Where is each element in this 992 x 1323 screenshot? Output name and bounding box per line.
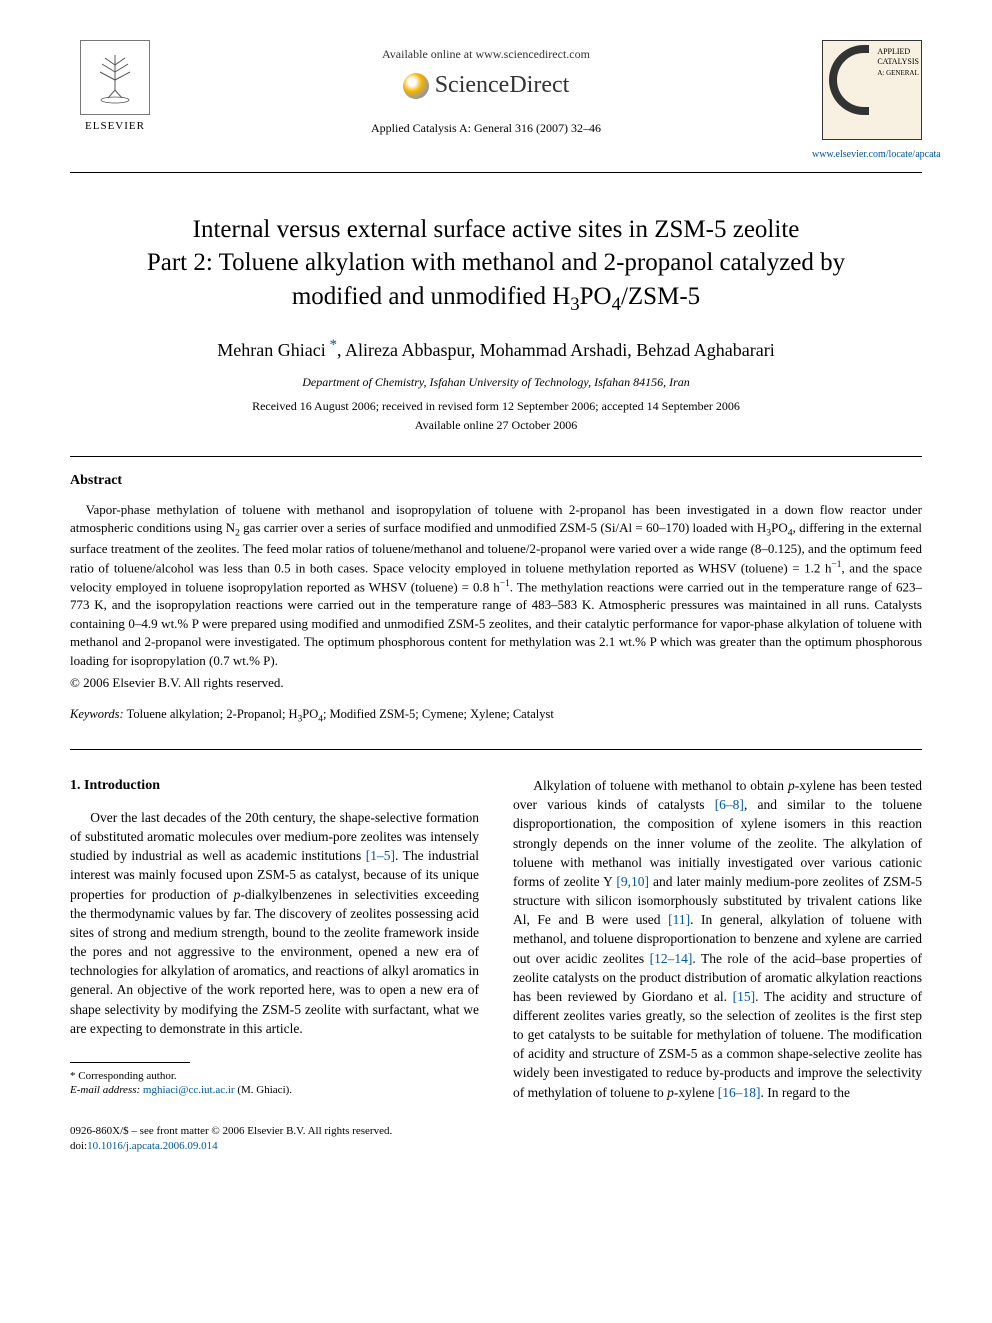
email-link[interactable]: mghiaci@cc.iut.ac.ir (143, 1084, 235, 1096)
footnote-divider (70, 1062, 190, 1063)
doi-label: doi: (70, 1140, 87, 1152)
keywords: Keywords: Toluene alkylation; 2-Propanol… (70, 706, 922, 727)
body-columns: 1. Introduction Over the last decades of… (70, 776, 922, 1102)
ref-link[interactable]: [11] (668, 912, 690, 927)
ref-link[interactable]: [9,10] (616, 874, 649, 889)
abstract-body: Vapor-phase methylation of toluene with … (70, 501, 922, 671)
journal-cover-title: APPLIED CATALYSIS (877, 47, 919, 66)
corr-author-label: * Corresponding author. (70, 1069, 479, 1083)
ref-link[interactable]: [15] (733, 989, 756, 1004)
intro-para-2: Alkylation of toluene with methanol to o… (513, 776, 922, 1102)
sciencedirect-text: ScienceDirect (435, 69, 570, 103)
title-line-1: Internal versus external surface active … (193, 216, 800, 243)
column-right: Alkylation of toluene with methanol to o… (513, 776, 922, 1102)
ref-link[interactable]: [1–5] (366, 848, 395, 863)
author-4: Behzad Aghabarari (636, 340, 774, 360)
article-title: Internal versus external surface active … (70, 213, 922, 318)
journal-cover-icon: APPLIED CATALYSIS A: GENERAL (822, 40, 922, 140)
journal-reference: Applied Catalysis A: General 316 (2007) … (160, 120, 812, 137)
journal-header: ELSEVIER Available online at www.science… (70, 40, 922, 173)
author-list: Mehran Ghiaci *, Alireza Abbaspur, Moham… (70, 335, 922, 363)
divider (70, 749, 922, 750)
title-line-3: modified and unmodified H3PO4/ZSM-5 (292, 283, 700, 310)
keywords-list: Toluene alkylation; 2-Propanol; H3PO4; M… (127, 707, 554, 721)
email-suffix: (M. Ghiaci). (237, 1084, 292, 1096)
author-3: Mohammad Arshadi (480, 340, 627, 360)
sciencedirect-swirl-icon (403, 73, 429, 99)
author-2: Alireza Abbaspur (345, 340, 471, 360)
ref-link[interactable]: [16–18] (718, 1085, 761, 1100)
intro-heading: 1. Introduction (70, 776, 479, 796)
available-online-text: Available online at www.sciencedirect.co… (160, 46, 812, 63)
header-center: Available online at www.sciencedirect.co… (160, 40, 812, 137)
journal-url-link[interactable]: www.elsevier.com/locate/apcata (812, 149, 941, 160)
keywords-label: Keywords: (70, 707, 124, 721)
email-label: E-mail address: (70, 1084, 140, 1096)
elsevier-logo: ELSEVIER (70, 40, 160, 134)
elsevier-tree-icon (80, 40, 150, 115)
abstract-heading: Abstract (70, 471, 922, 491)
elsevier-label: ELSEVIER (85, 119, 145, 134)
journal-cover-box: APPLIED CATALYSIS A: GENERAL www.elsevie… (812, 40, 922, 164)
copyright: © 2006 Elsevier B.V. All rights reserved… (70, 674, 922, 692)
ref-link[interactable]: [6–8] (715, 797, 744, 812)
corresponding-star-icon: * (326, 337, 337, 353)
title-line-2: Part 2: Toluene alkylation with methanol… (147, 249, 845, 276)
sciencedirect-logo: ScienceDirect (403, 69, 570, 103)
journal-cover-sub: A: GENERAL (877, 69, 918, 77)
online-date: Available online 27 October 2006 (70, 417, 922, 434)
footer-copyright: 0926-860X/$ – see front matter © 2006 El… (70, 1124, 922, 1139)
received-dates: Received 16 August 2006; received in rev… (70, 398, 922, 415)
divider (70, 456, 922, 457)
page-footer: 0926-860X/$ – see front matter © 2006 El… (70, 1124, 922, 1154)
affiliation: Department of Chemistry, Isfahan Univers… (70, 374, 922, 391)
corresponding-footnote: * Corresponding author. E-mail address: … (70, 1069, 479, 1098)
ref-link[interactable]: [12–14] (650, 951, 693, 966)
doi-link[interactable]: 10.1016/j.apcata.2006.09.014 (87, 1140, 217, 1152)
column-left: 1. Introduction Over the last decades of… (70, 776, 479, 1102)
author-1: Mehran Ghiaci (217, 340, 325, 360)
intro-para-1: Over the last decades of the 20th centur… (70, 808, 479, 1038)
